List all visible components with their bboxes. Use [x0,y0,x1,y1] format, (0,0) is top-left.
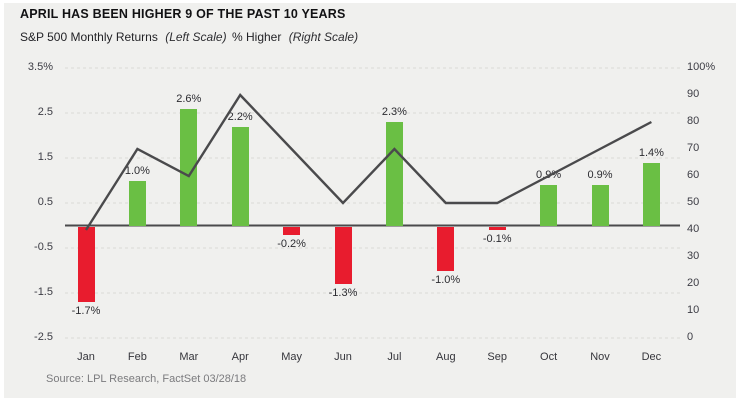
right-axis-tick: 80 [687,115,700,127]
left-axis-tick: -2.5 [34,331,53,343]
bar-nov [591,185,609,226]
legend-label-monthly-returns: S&P 500 Monthly Returns [20,30,158,44]
x-axis-label-feb: Feb [127,351,147,363]
x-axis-label-jun: Jun [334,351,352,363]
chart-panel-background [4,3,736,398]
right-axis-tick: 70 [687,142,700,154]
x-axis-label-nov: Nov [590,351,610,363]
bar-sep [488,226,506,230]
x-axis-label-oct: Oct [540,351,558,363]
right-axis-tick: 60 [687,169,700,181]
right-axis-tick: 0 [687,331,694,343]
legend-label-percent-higher: % Higher [232,30,282,44]
x-axis-label-aug: Aug [436,351,456,363]
right-axis-tick: 100% [687,61,716,73]
bar-value-label-feb: 1.0% [124,164,150,177]
right-axis-tick: 90 [687,88,700,100]
bar-oct [540,185,558,226]
legend-scale-note-left: (Left Scale) [165,30,227,44]
legend-scale-note-right: (Right Scale) [288,30,359,44]
bar-value-label-nov: 0.9% [587,169,613,181]
bar-value-label-may: -0.2% [277,237,306,250]
x-axis-label-jan: Jan [77,351,95,363]
x-axis-label-mar: Mar [179,351,199,363]
x-axis-label-apr: Apr [231,351,249,363]
bar-jun [334,226,352,284]
bar-jul [385,122,403,226]
bar-apr [231,126,249,226]
bar-may [283,226,301,235]
bar-aug [437,226,455,271]
right-axis-tick: 40 [687,223,700,235]
left-axis-tick: 1.5 [37,151,53,163]
chart-title: APRIL HAS BEEN HIGHER 9 OF THE PAST 10 Y… [20,7,346,21]
right-axis-tick: 50 [687,196,700,208]
bar-value-label-jun: -1.3% [328,287,358,299]
x-axis-label-sep: Sep [487,351,507,363]
bar-value-label-aug: -1.0% [431,273,461,286]
legend-item-monthly-returns: S&P 500 Monthly Returns (Left Scale) [20,30,227,44]
bar-value-label-jul: 2.3% [381,106,407,118]
x-axis-label-dec: Dec [641,351,662,363]
x-axis-label-jul: Jul [387,351,402,363]
bar-value-label-dec: 1.4% [638,146,664,159]
right-axis-tick: 30 [687,250,700,262]
left-axis-tick: 3.5% [27,61,53,73]
right-axis-tick: 20 [687,277,700,289]
bar-value-label-sep: -0.1% [482,233,512,245]
percent-higher-line [84,93,652,231]
bar-mar [180,108,198,226]
left-axis-tick: 2.5 [37,106,53,118]
bar-jan [77,226,95,302]
bar-dec [642,162,660,226]
bar-value-label-jan: -1.7% [71,305,101,317]
right-axis-tick: 10 [687,304,700,316]
bar-feb [128,180,146,226]
source-note: Source: LPL Research, FactSet 03/28/18 [46,373,247,385]
chart-legend: S&P 500 Monthly Returns (Left Scale) % H… [0,30,740,46]
left-axis-tick: -1.5 [34,286,53,298]
x-axis-label-may: May [281,351,302,363]
left-axis-tick: -0.5 [34,241,53,253]
left-axis-tick: 0.5 [37,196,53,208]
bar-value-label-mar: 2.6% [176,92,202,105]
bar-value-label-apr: 2.2% [227,110,253,123]
legend-item-percent-higher: % Higher (Right Scale) [232,30,358,44]
